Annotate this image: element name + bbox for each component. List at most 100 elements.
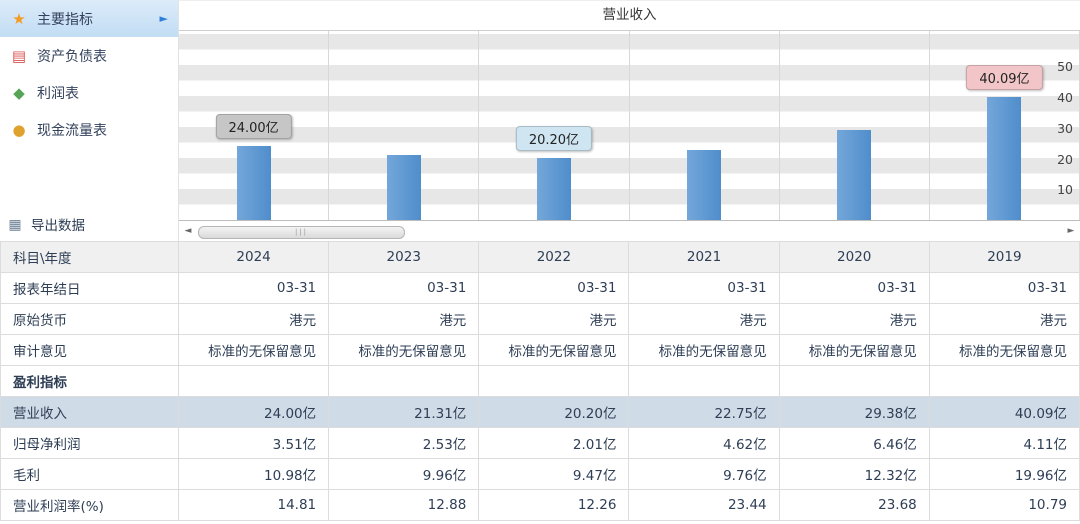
table-cell: 标准的无保留意见	[177, 334, 330, 366]
table-cell: 19.96亿	[928, 458, 1080, 490]
table-cell: 标准的无保留意见	[628, 334, 780, 366]
export-data-label: 导出数据	[31, 218, 85, 234]
table-cell: 14.81	[177, 489, 330, 521]
table-cell: 9.47亿	[478, 458, 630, 490]
year-header-2023: 2023	[328, 241, 480, 273]
table-cell: 标准的无保留意见	[478, 334, 630, 366]
chart-column-2023	[329, 31, 480, 221]
table-cell: 22.75亿	[628, 396, 780, 428]
scroll-left-arrow[interactable]: ◄	[184, 226, 192, 237]
sidebar-item-label: 利润表	[37, 85, 79, 102]
table-cell: 03-31	[478, 272, 630, 304]
table-row-报表年结日: 报表年结日 03-31 03-31 03-31 03-31 03-31 03-31	[0, 272, 1080, 304]
sidebar-nav: 主要指标 ► 资产负债表利润表现金流量表	[0, 0, 178, 148]
chart-column-2020	[780, 31, 930, 221]
bar-2021[interactable]	[687, 150, 722, 221]
export-data-button[interactable]: 导出数据	[6, 214, 85, 234]
row-label: 归母净利润	[0, 427, 179, 459]
table-cell: 23.44	[628, 489, 780, 521]
scrollbar-thumb[interactable]: |||	[198, 225, 405, 239]
table-cell: 4.11亿	[928, 427, 1080, 459]
table-cell: 标准的无保留意见	[928, 334, 1080, 366]
bar-value-label-2019: 40.09亿	[966, 64, 1043, 90]
year-header-2020: 2020	[778, 241, 930, 273]
coins-icon	[10, 121, 28, 139]
sidebar-item-主要指标[interactable]: 主要指标 ►	[0, 0, 178, 37]
table-cell: 4.62亿	[628, 427, 780, 459]
table-cell: 2.53亿	[328, 427, 480, 459]
table-row-盈利指标: 盈利指标	[0, 365, 1080, 397]
table-cell: 03-31	[177, 272, 330, 304]
table-cell: 03-31	[628, 272, 780, 304]
row-label: 审计意见	[0, 334, 179, 366]
table-cell: 2.01亿	[478, 427, 630, 459]
table-cell	[177, 365, 330, 397]
table-row-归母净利润: 归母净利润 3.51亿 2.53亿 2.01亿 4.62亿 6.46亿 4.11亿	[0, 427, 1080, 459]
table-cell: 3.51亿	[177, 427, 330, 459]
selected-arrow-icon: ►	[159, 12, 168, 25]
table-cell: 29.38亿	[778, 396, 930, 428]
revenue-chart: 营业收入 24.00亿 20.20亿 40.09亿 10 20 30 40 50 ◄ ||| …	[178, 0, 1080, 241]
chart-scrollbar: ◄ ||| ►	[179, 221, 1080, 241]
top-panel: 主要指标 ► 资产负债表利润表现金流量表 导出数据 营业收入 24.00亿 20.20…	[0, 0, 1080, 241]
table-cell: 标准的无保留意见	[328, 334, 480, 366]
table-cell: 03-31	[328, 272, 480, 304]
table-row-营业利润率(%): 营业利润率(%) 14.81 12.88 12.26 23.44 23.68 10.79	[0, 489, 1080, 521]
bar-value-label-2022: 20.20亿	[515, 126, 593, 151]
financial-table: 科目\年度 2024 2023 2022 2021 2020 2019 报表年结日 03-31 0…	[0, 241, 1080, 521]
table-cell: 12.32亿	[778, 458, 930, 490]
table-cell	[478, 365, 630, 397]
table-cell: 港元	[478, 303, 630, 335]
chart-title: 营业收入	[179, 1, 1080, 31]
table-row-审计意见: 审计意见 标准的无保留意见 标准的无保留意见 标准的无保留意见 标准的无保留意见 标准的无…	[0, 334, 1080, 366]
y-axis-tick-40: 40	[1057, 90, 1073, 105]
chart-column-2021	[630, 31, 780, 221]
table-cell: 6.46亿	[778, 427, 930, 459]
sidebar: 主要指标 ► 资产负债表利润表现金流量表 导出数据	[0, 0, 178, 241]
table-cell	[328, 365, 480, 397]
chart-plot-area: 24.00亿 20.20亿 40.09亿 10 20 30 40 50	[179, 31, 1080, 222]
table-cell: 港元	[778, 303, 930, 335]
row-label: 原始货币	[0, 303, 179, 335]
table-row-原始货币: 原始货币 港元 港元 港元 港元 港元 港元	[0, 303, 1080, 335]
bar-2022[interactable]	[536, 158, 571, 221]
sidebar-item-label: 现金流量表	[37, 122, 107, 139]
table-cell: 12.26	[478, 489, 630, 521]
table-cell: 20.20亿	[478, 396, 630, 428]
year-header-2019: 2019	[928, 241, 1080, 273]
chart-column-2022: 20.20亿	[479, 31, 630, 221]
table-cell: 21.31亿	[328, 396, 480, 428]
y-axis-tick-50: 50	[1057, 59, 1073, 75]
bar-2019[interactable]	[987, 96, 1022, 221]
table-cell: 标准的无保留意见	[778, 334, 930, 366]
y-axis-tick-30: 30	[1057, 120, 1073, 136]
cube-icon	[10, 84, 28, 102]
document-icon	[10, 47, 28, 65]
bar-2024[interactable]	[236, 146, 271, 221]
sidebar-item-资产负债表[interactable]: 资产负债表	[0, 37, 178, 74]
compass-icon	[10, 10, 28, 28]
bar-2023[interactable]	[386, 154, 421, 221]
table-cell: 03-31	[928, 272, 1080, 304]
sidebar-item-利润表[interactable]: 利润表	[0, 74, 178, 111]
table-cell	[778, 365, 930, 397]
sidebar-item-label: 资产负债表	[37, 48, 107, 65]
table-cell: 10.98亿	[177, 458, 330, 490]
sidebar-item-现金流量表[interactable]: 现金流量表	[0, 111, 178, 148]
year-header-2024: 2024	[177, 241, 330, 273]
scrollbar-track[interactable]: |||	[196, 225, 1063, 239]
chart-column-2024: 24.00亿	[179, 31, 330, 221]
y-axis-tick-20: 20	[1057, 151, 1073, 167]
row-label: 营业收入	[0, 396, 179, 428]
table-cell: 港元	[928, 303, 1080, 335]
table-corner-header: 科目\年度	[0, 241, 179, 273]
table-cell: 9.76亿	[628, 458, 780, 490]
scroll-right-arrow[interactable]: ►	[1067, 226, 1075, 237]
table-cell: 港元	[628, 303, 780, 335]
table-cell: 40.09亿	[928, 396, 1080, 428]
table-cell: 港元	[328, 303, 480, 335]
table-cell: 9.96亿	[328, 458, 480, 490]
bar-2020[interactable]	[837, 129, 872, 221]
table-header-row: 科目\年度 2024 2023 2022 2021 2020 2019	[0, 241, 1080, 273]
